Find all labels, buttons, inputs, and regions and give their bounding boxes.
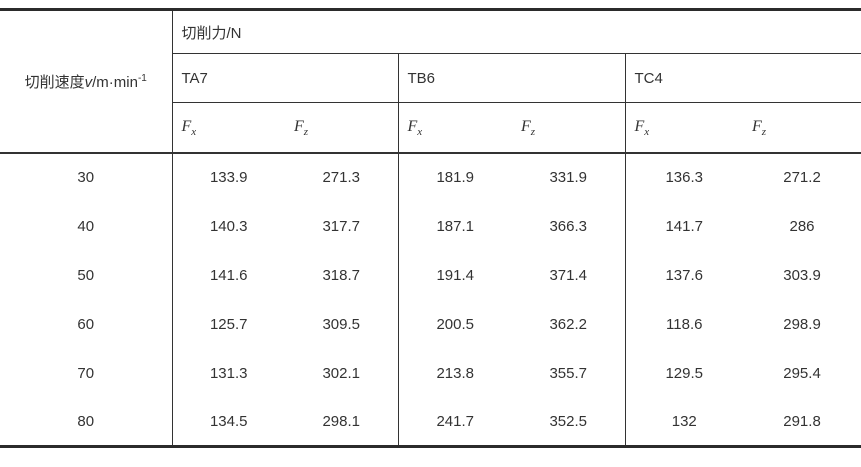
fx-symbol: Fx: [181, 118, 197, 139]
cell-tc4-fx: 137.6: [665, 266, 704, 284]
cell-ta7-fx: 140.3: [209, 217, 248, 235]
cell-speed: 80: [0, 397, 173, 447]
cell-tb6-fx: 200.5: [436, 315, 475, 333]
cell-ta7-fx: 131.3: [209, 364, 248, 382]
cell-tc4-fx: 129.5: [665, 364, 704, 382]
cell-ta7-fz: 298.1: [285, 397, 399, 447]
cell-tc4-fz: 286: [789, 217, 815, 235]
fz-symbol: Fz: [752, 118, 767, 139]
cell-tb6-fx: 241.7: [436, 412, 475, 430]
cell-tc4-fx: 132: [671, 412, 697, 430]
group-header-ta7: TA7: [172, 53, 399, 103]
col-header-tb6-fx: Fx: [398, 102, 512, 154]
cell-tb6-fz: 352.5: [512, 397, 626, 447]
col-header-tb6-fz: Fz: [512, 102, 626, 154]
cell-ta7-fx: 141.6: [209, 266, 248, 284]
cell-speed: 30: [0, 152, 173, 202]
col-header-tc4-fz: Fz: [743, 102, 861, 154]
speed-header-prefix: 切削速度: [24, 73, 85, 91]
group-header-tb6: TB6: [398, 53, 626, 103]
table-row: 70 131.3 302.1 213.8 355.7 129.5 295.4: [0, 348, 861, 398]
cell-tc4-fz: 291.8: [783, 412, 821, 430]
cell-speed: 50: [0, 250, 173, 300]
cell-speed: 40: [0, 201, 173, 251]
cell-ta7-fz: 302.1: [285, 348, 399, 398]
cell-speed: 70: [0, 348, 173, 398]
cell-tc4-fz: 295.4: [783, 364, 821, 382]
cell-ta7-fz: 309.5: [285, 299, 399, 349]
cell-ta7-fz: 318.7: [285, 250, 399, 300]
col-header-ta7-fz: Fz: [285, 102, 399, 154]
cell-tb6-fz: 371.4: [512, 250, 626, 300]
speed-column-header: 切削速度v/m·min-1: [0, 9, 173, 154]
cell-ta7-fz: 271.3: [285, 152, 399, 202]
cell-tc4-fz: 298.9: [783, 315, 821, 333]
table-row: 50 141.6 318.7 191.4 371.4 137.6 303.9: [0, 250, 861, 300]
col-header-ta7-fx: Fx: [172, 102, 285, 154]
cell-tb6-fx: 191.4: [436, 266, 475, 284]
cell-tb6-fz: 331.9: [512, 152, 626, 202]
speed-variable: v: [84, 73, 93, 91]
header-row-force: 切削速度v/m·min-1 切削力/N: [0, 9, 861, 154]
cell-tb6-fx: 187.1: [436, 217, 475, 235]
cell-tb6-fx: 181.9: [436, 169, 475, 186]
force-header: 切削力/N: [172, 9, 861, 54]
cell-tb6-fx: 213.8: [436, 364, 475, 382]
cell-ta7-fz: 317.7: [285, 201, 399, 251]
cell-ta7-fx: 134.5: [209, 412, 248, 430]
cell-tb6-fz: 366.3: [512, 201, 626, 251]
cell-tb6-fz: 362.2: [512, 299, 626, 349]
fz-symbol: Fz: [521, 118, 536, 139]
cell-tc4-fx: 136.3: [665, 169, 704, 186]
header-row-components: Fx Fz Fx Fz Fx Fz: [0, 102, 861, 154]
table-row: 60 125.7 309.5 200.5 362.2 118.6 298.9: [0, 299, 861, 349]
cell-speed: 60: [0, 299, 173, 349]
speed-unit-exponent: -1: [137, 72, 147, 84]
cell-tb6-fz: 355.7: [512, 348, 626, 398]
table-row: 30 133.9 271.3 181.9 331.9 136.3 271.2: [0, 152, 861, 202]
cell-tc4-fx: 118.6: [666, 315, 703, 333]
fx-symbol: Fx: [634, 118, 650, 139]
document-page: 切削速度v/m·min-1 切削力/N TA7 TB6 TC4 Fx Fz Fx…: [0, 8, 861, 467]
cell-tc4-fx: 141.7: [665, 217, 704, 235]
header-row-groups: TA7 TB6 TC4: [0, 53, 861, 103]
table-row: 40 140.3 317.7 187.1 366.3 141.7 286: [0, 201, 861, 251]
cell-ta7-fx: 125.7: [209, 315, 248, 333]
cutting-force-table: 切削速度v/m·min-1 切削力/N TA7 TB6 TC4 Fx Fz Fx…: [0, 8, 861, 448]
cell-tc4-fz: 271.2: [783, 169, 821, 186]
table-row: 80 134.5 298.1 241.7 352.5 132 291.8: [0, 397, 861, 447]
group-header-tc4: TC4: [625, 53, 861, 103]
speed-unit: /m·min: [92, 73, 138, 91]
fx-symbol: Fx: [407, 118, 423, 139]
fz-symbol: Fz: [294, 118, 309, 139]
cell-tc4-fz: 303.9: [783, 266, 821, 284]
cell-ta7-fx: 133.9: [209, 169, 248, 186]
col-header-tc4-fx: Fx: [625, 102, 743, 154]
